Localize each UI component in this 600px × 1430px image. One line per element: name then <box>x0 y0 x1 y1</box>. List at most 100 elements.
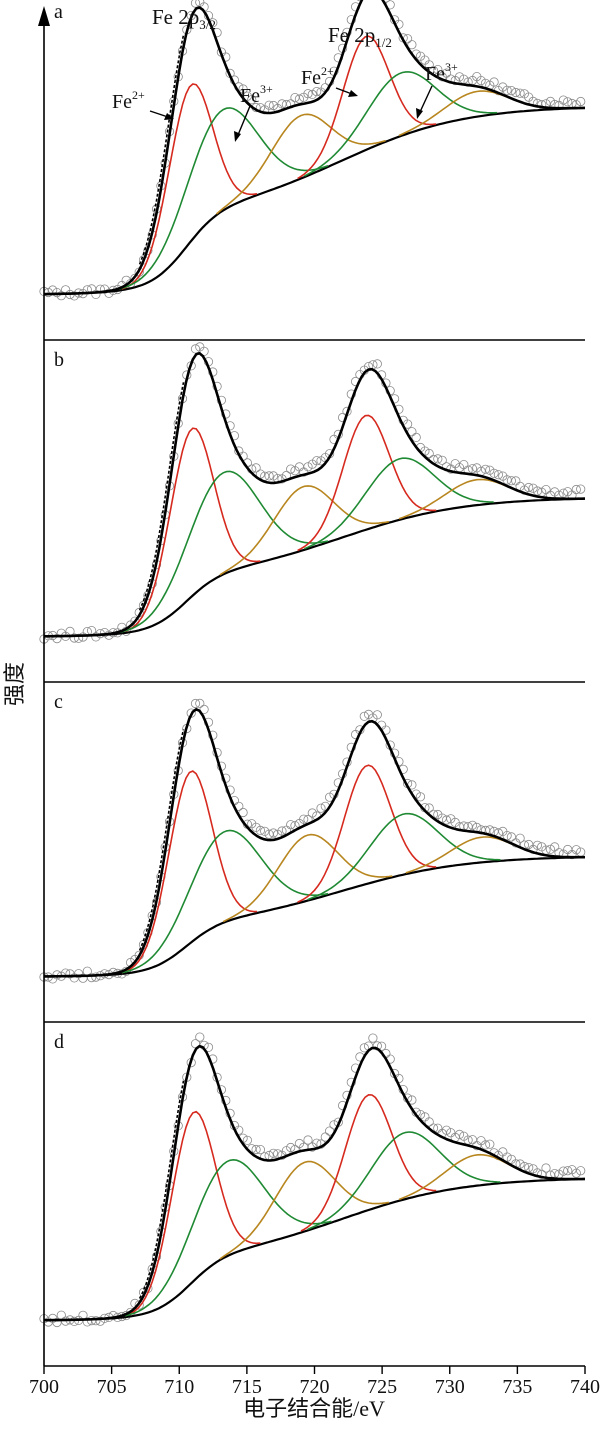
edge-dashed-line <box>138 382 185 611</box>
data-point <box>524 482 534 493</box>
data-point <box>506 86 516 96</box>
component-fe3-peak <box>124 1158 332 1317</box>
background-line <box>44 497 586 638</box>
data-point <box>476 76 486 86</box>
component-fe3-peak <box>304 457 494 550</box>
data-point <box>190 344 201 354</box>
component-fe2-peak <box>297 764 437 903</box>
data-point <box>286 820 296 830</box>
annotation-fe3-right: Fe3+ <box>425 60 458 85</box>
component-fe3-peak <box>118 107 329 291</box>
component-fe3-peak <box>307 1131 501 1231</box>
data-point <box>545 844 556 854</box>
data-point <box>286 464 296 474</box>
component-fe3-peak <box>121 829 329 974</box>
x-tick-label: 720 <box>300 1376 330 1398</box>
annotation-fe3-left: Fe3+ <box>240 82 273 107</box>
x-axis-label: 电子结合能/eV <box>243 1396 385 1421</box>
data-point <box>312 456 322 466</box>
data-point <box>381 0 391 3</box>
annotation-fe-2p12: Fe 2p1/2 <box>328 23 392 50</box>
envelope-fit <box>44 0 586 296</box>
data-point <box>576 1166 586 1176</box>
data-point <box>359 711 369 721</box>
data-point <box>532 840 543 850</box>
data-point <box>506 476 516 486</box>
annotation-fe2-left: Fe2+ <box>112 88 145 113</box>
data-point <box>563 97 573 107</box>
data-point <box>524 1163 534 1173</box>
data-point <box>411 432 421 442</box>
data-point <box>558 488 569 498</box>
data-point <box>563 1166 573 1176</box>
data-point <box>242 1135 252 1145</box>
data-point <box>433 454 443 464</box>
data-point <box>437 455 447 465</box>
data-point <box>268 828 278 838</box>
annotation-arrowhead <box>164 113 174 120</box>
data-point <box>82 966 92 976</box>
data-point <box>376 1041 387 1051</box>
data-point <box>467 464 478 474</box>
edge-dashed-line <box>138 729 185 951</box>
component-sat-peak <box>219 1160 390 1260</box>
data-point <box>303 89 313 99</box>
data-point <box>368 1033 378 1043</box>
data-point <box>532 486 543 496</box>
data-point <box>502 85 512 95</box>
annotation-arrowhead <box>234 131 241 142</box>
data-point <box>299 814 309 824</box>
data-point <box>316 803 326 813</box>
annotation-fe-2p32: Fe 2p3/2 <box>152 5 216 32</box>
x-ticks: 700 705 710 715 720 725 730 735 740 <box>29 1366 600 1398</box>
data-point <box>372 710 382 720</box>
data-point <box>454 1129 465 1140</box>
data-point <box>480 1140 491 1150</box>
component-sat-peak <box>215 113 386 215</box>
y-axis-label: 强度 <box>2 662 27 706</box>
component-sat-peak <box>405 836 558 874</box>
data-point <box>558 1166 569 1176</box>
data-point <box>238 807 248 818</box>
data-points <box>39 1032 586 1328</box>
data-point <box>91 1316 101 1326</box>
panel-b: b <box>39 342 586 644</box>
data-point <box>195 1032 205 1042</box>
data-point <box>515 1159 525 1169</box>
data-point <box>199 704 209 715</box>
data-point <box>489 77 499 87</box>
data-point <box>69 633 79 643</box>
data-point <box>467 820 478 830</box>
envelope-fit <box>44 708 585 978</box>
x-tick-label: 740 <box>570 1376 600 1398</box>
data-point <box>190 698 201 709</box>
x-tick-label: 715 <box>232 1376 262 1398</box>
data-point <box>541 484 551 495</box>
data-point <box>264 471 274 481</box>
data-point <box>493 470 503 480</box>
data-point <box>515 833 525 843</box>
data-point <box>502 475 512 485</box>
data-point <box>286 1142 296 1153</box>
data-point <box>312 87 322 97</box>
data-point <box>195 698 205 709</box>
data-point <box>91 972 101 982</box>
component-fe2-peak <box>124 1110 261 1317</box>
annotation-arrow <box>419 85 433 113</box>
data-point <box>576 96 586 107</box>
data-point <box>563 844 573 855</box>
component-sat-peak <box>222 833 393 923</box>
x-tick-label: 725 <box>367 1376 397 1398</box>
data-point <box>372 359 382 369</box>
data-point <box>515 88 525 98</box>
data-point <box>56 291 66 301</box>
data-point <box>307 89 317 100</box>
data-point <box>356 0 363 2</box>
data-point <box>502 1152 512 1162</box>
component-fe2-peak <box>121 770 258 974</box>
annotation-arrow <box>237 105 251 136</box>
data-point <box>255 1145 265 1155</box>
component-fe2-peak <box>121 83 258 290</box>
data-point <box>576 484 586 494</box>
